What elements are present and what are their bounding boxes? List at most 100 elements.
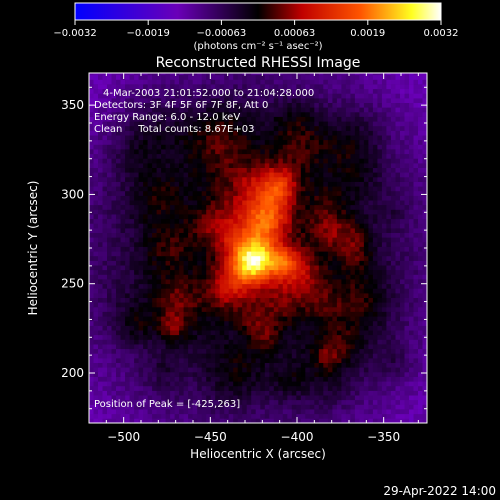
heatmap-cell (368, 358, 374, 363)
heatmap-cell (93, 121, 99, 127)
heatmap-cell (246, 399, 252, 405)
heatmap-cell (129, 116, 135, 122)
heatmap-cell (395, 381, 401, 387)
heatmap-cell (188, 381, 193, 387)
heatmap-cell (341, 297, 347, 303)
heatmap-cell (422, 214, 427, 220)
heatmap-cell (296, 311, 302, 317)
heatmap-cell (327, 344, 333, 350)
heatmap-cell (300, 255, 306, 261)
heatmap-cell (400, 251, 405, 257)
heatmap-cell (323, 209, 329, 215)
heatmap-cell (224, 409, 230, 415)
heatmap-cell (278, 348, 284, 354)
heatmap-cell (296, 232, 302, 238)
heatmap-cell (323, 413, 329, 419)
heatmap-cell (278, 190, 284, 196)
heatmap-cell (372, 139, 378, 145)
heatmap-cell (341, 149, 347, 155)
heatmap-cell (296, 381, 302, 387)
heatmap-cell (400, 381, 405, 387)
heatmap-cell (183, 399, 189, 405)
heatmap-cell (359, 381, 365, 387)
heatmap-cell (309, 172, 315, 178)
heatmap-cell (215, 316, 221, 322)
heatmap-cell (404, 325, 410, 331)
heatmap-cell (156, 288, 162, 294)
heatmap-cell (111, 144, 117, 150)
heatmap-cell (237, 125, 243, 131)
heatmap-cell (251, 302, 257, 308)
heatmap-cell (269, 297, 275, 303)
heatmap-cell (264, 320, 270, 326)
heatmap-cell (147, 325, 153, 331)
heatmap-cell (143, 418, 148, 423)
heatmap-cell (363, 176, 369, 182)
heatmap-cell (98, 116, 103, 122)
heatmap-cell (125, 269, 130, 275)
heatmap-cell (111, 153, 117, 159)
heatmap-cell (300, 367, 306, 373)
heatmap-cell (183, 344, 189, 350)
heatmap-cell (269, 153, 275, 159)
heatmap-cell (363, 269, 369, 275)
heatmap-cell (120, 125, 126, 131)
heatmap-cell (215, 330, 221, 336)
heatmap-cell (372, 358, 378, 363)
heatmap-cell (255, 204, 261, 210)
heatmap-cell (165, 153, 171, 159)
heatmap-cell (188, 279, 193, 285)
heatmap-cell (224, 167, 230, 173)
heatmap-cell (282, 293, 288, 298)
heatmap-cell (215, 176, 221, 182)
heatmap-cell (354, 371, 360, 377)
heatmap-cell (255, 269, 261, 275)
heatmap-cell (278, 385, 284, 391)
heatmap-cell (210, 353, 216, 359)
heatmap-cell (138, 144, 144, 150)
heatmap-cell (336, 353, 342, 359)
heatmap-cell (233, 144, 239, 150)
heatmap-cell (345, 274, 351, 280)
heatmap-cell (188, 288, 193, 294)
heatmap-cell (332, 381, 338, 387)
heatmap-cell (174, 358, 180, 363)
heatmap-cell (296, 418, 302, 423)
heatmap-cell (219, 362, 225, 368)
heatmap-cell (413, 353, 419, 359)
heatmap-cell (314, 186, 320, 192)
heatmap-cell (255, 306, 261, 312)
heatmap-cell (89, 265, 94, 271)
heatmap-cell (300, 316, 306, 322)
heatmap-cell (228, 153, 234, 159)
heatmap-cell (400, 353, 405, 359)
heatmap-cell (233, 367, 239, 373)
heatmap-cell (197, 246, 203, 252)
heatmap-cell (318, 139, 324, 145)
heatmap-cell (228, 167, 234, 173)
heatmap-cell (174, 125, 180, 131)
heatmap-cell (206, 251, 212, 257)
heatmap-cell (183, 135, 189, 141)
heatmap-cell (188, 311, 193, 317)
heatmap-cell (395, 325, 401, 331)
heatmap-cell (219, 214, 225, 220)
heatmap-cell (102, 279, 108, 285)
heatmap-cell (404, 376, 410, 382)
heatmap-cell (395, 320, 401, 326)
heatmap-cell (197, 241, 203, 247)
heatmap-cell (93, 316, 99, 322)
heatmap-cell (237, 116, 243, 122)
heatmap-cell (282, 218, 288, 224)
heatmap-cell (386, 330, 392, 336)
heatmap-cell (170, 181, 175, 187)
heatmap-cell (147, 172, 153, 178)
heatmap-cell (192, 195, 198, 201)
heatmap-cell (291, 125, 297, 131)
heatmap-cell (93, 297, 99, 303)
heatmap-cell (120, 204, 126, 210)
heatmap-cell (345, 246, 351, 252)
heatmap-cell (152, 348, 157, 354)
heatmap-cell (314, 218, 320, 224)
heatmap-cell (246, 306, 252, 312)
